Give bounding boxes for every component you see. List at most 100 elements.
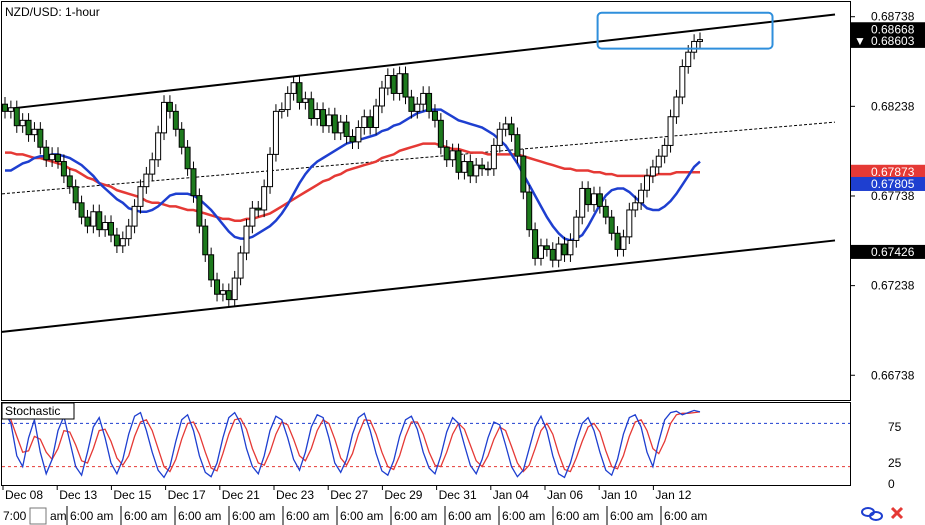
candle-body — [467, 161, 474, 177]
candle-body — [449, 150, 456, 161]
candle-body — [166, 101, 173, 112]
price-tag-bg — [851, 244, 925, 259]
price-tag-label: 0.68603 — [871, 34, 915, 48]
candle-body — [691, 40, 698, 53]
date-label: Dec 13 — [59, 488, 97, 502]
candle-body — [261, 186, 268, 211]
candle-body — [655, 155, 662, 168]
date-label: Dec 27 — [330, 488, 368, 502]
candle-body — [526, 191, 533, 231]
stochastic-tick-label: 75 — [888, 420, 902, 434]
price-tag-label: 0.67873 — [871, 165, 915, 179]
time-label: 6:00 am — [232, 509, 275, 523]
trend-lines — [1, 13, 836, 333]
candle-body — [78, 202, 85, 218]
candle-body — [343, 121, 350, 137]
time-label: 6:00 am — [556, 509, 599, 523]
candle-body — [514, 134, 521, 157]
candle-body — [314, 109, 321, 120]
candle-body — [479, 164, 486, 170]
candle-body — [602, 205, 609, 218]
candle-body — [278, 109, 285, 112]
candle-body — [596, 193, 603, 207]
candle-body — [414, 103, 421, 112]
date-label: Dec 15 — [113, 488, 151, 502]
time-label: 6:00 am — [124, 509, 167, 523]
candle-body — [549, 248, 556, 261]
candle-body — [137, 186, 144, 207]
price-tag-bg — [851, 33, 925, 48]
candle-body — [384, 75, 391, 89]
candle-body — [679, 66, 686, 98]
stochastic-axis: 75 25 0 — [888, 420, 902, 491]
chart-title: NZD/USD: 1-hour — [5, 5, 100, 19]
close-icon[interactable] — [890, 506, 904, 520]
candle-body — [19, 119, 26, 127]
stochastic-lines — [2, 409, 850, 479]
candle-body — [337, 121, 344, 134]
candle-body — [255, 207, 262, 211]
candle-body — [7, 107, 14, 112]
title-bg — [2, 2, 120, 20]
date-label: Jan 12 — [655, 488, 691, 502]
time-label: 6:00 am — [178, 509, 221, 523]
date-label: Dec 17 — [168, 488, 206, 502]
candle-body — [196, 195, 203, 227]
stochastic-tick-label: 25 — [888, 456, 902, 470]
candle-body — [125, 225, 132, 240]
candle-body — [473, 164, 480, 177]
candle-body — [237, 252, 244, 279]
candle-body — [267, 153, 274, 188]
highlight-box-rect — [596, 11, 774, 50]
date-label: Dec 08 — [5, 488, 43, 502]
candle-body — [685, 51, 692, 68]
scroll-box[interactable] — [29, 507, 47, 525]
candle-body — [697, 39, 703, 42]
time-label: 6:00 am — [664, 509, 707, 523]
date-label: Dec 23 — [276, 488, 314, 502]
link-icon[interactable] — [861, 507, 883, 521]
ma-red-line — [5, 142, 700, 222]
date-axis: Dec 08 Dec 13 Dec 15 Dec 17 Dec 21 Dec 23 Dec … — [2, 486, 707, 525]
stochastic-pane-border — [1, 402, 851, 486]
candle-body — [437, 119, 444, 148]
candle-body — [355, 126, 362, 143]
candle-body — [649, 166, 656, 177]
stochastic-k-line — [4, 409, 701, 479]
time-label: 6:00 am — [340, 509, 383, 523]
candle-body — [402, 73, 409, 98]
candle-body — [331, 114, 338, 134]
date-label: Jan 04 — [493, 488, 529, 502]
highlight-box — [596, 11, 774, 50]
candle-body — [96, 211, 103, 231]
date-label: Dec 31 — [439, 488, 477, 502]
candle-body — [608, 216, 615, 234]
candle-body — [296, 82, 303, 103]
time-label: 6:00 am — [394, 509, 437, 523]
price-axis: 0.68738 0.68238 0.67738 0.67238 0.66738 — [850, 10, 915, 382]
price-tag-bg — [851, 176, 925, 191]
candle-body — [490, 144, 497, 170]
candle-body — [284, 92, 291, 111]
candle-body — [661, 144, 668, 157]
candle-body — [426, 92, 433, 112]
candle-body — [632, 202, 639, 211]
candle-body — [243, 225, 250, 254]
candle-body — [573, 216, 580, 241]
candle-body — [443, 146, 450, 161]
candle-body — [373, 105, 380, 128]
candle-body — [90, 211, 97, 227]
candle-body — [320, 109, 327, 127]
candle-body — [149, 159, 156, 175]
stochastic-label: Stochastic — [5, 404, 60, 418]
candle-body — [66, 175, 73, 188]
candle-body — [84, 216, 91, 227]
candle-body — [31, 128, 38, 136]
candle-body — [484, 168, 491, 171]
candle-body — [667, 116, 674, 146]
time-label: 7:00 — [3, 509, 27, 523]
price-tick-label: 0.67238 — [871, 279, 915, 293]
date-label: Dec 21 — [222, 488, 260, 502]
trend-line-middle — [1, 121, 836, 195]
price-tag-label: 0.68668 — [871, 22, 915, 36]
